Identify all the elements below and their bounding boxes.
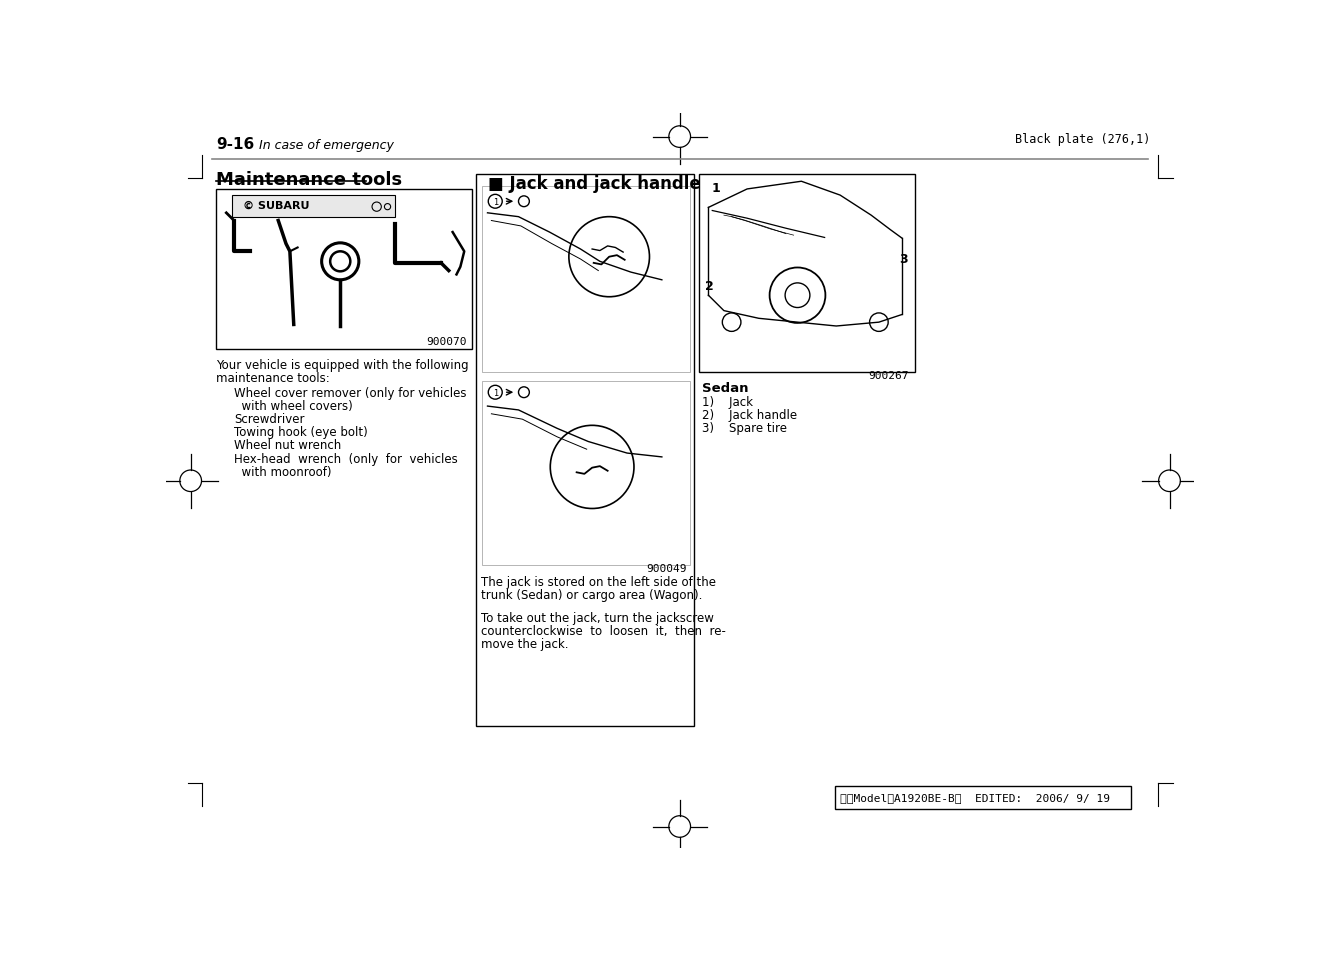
Text: 900267: 900267 [868, 371, 908, 380]
Text: The jack is stored on the left side of the: The jack is stored on the left side of t… [480, 575, 715, 588]
FancyBboxPatch shape [482, 187, 690, 373]
Text: 3: 3 [898, 253, 908, 266]
Text: 1: 1 [492, 197, 498, 207]
Text: 2: 2 [705, 280, 714, 294]
Text: Hex-head  wrench  (only  for  vehicles: Hex-head wrench (only for vehicles [234, 452, 458, 465]
Text: 900049: 900049 [646, 563, 686, 574]
Text: maintenance tools:: maintenance tools: [216, 372, 330, 385]
Text: with moonroof): with moonroof) [234, 465, 332, 478]
Text: 2)    Jack handle: 2) Jack handle [702, 409, 798, 422]
Text: 1: 1 [492, 388, 498, 397]
Text: with wheel covers): with wheel covers) [234, 399, 353, 413]
FancyBboxPatch shape [232, 196, 394, 217]
Text: Your vehicle is equipped with the following: Your vehicle is equipped with the follow… [216, 359, 468, 372]
Text: Screwdriver: Screwdriver [234, 413, 305, 426]
Text: 3)    Spare tire: 3) Spare tire [702, 422, 787, 435]
Text: Maintenance tools: Maintenance tools [216, 172, 402, 190]
Text: Towing hook (eye bolt): Towing hook (eye bolt) [234, 426, 368, 439]
FancyBboxPatch shape [482, 382, 690, 565]
Text: 9-16: 9-16 [216, 137, 255, 152]
Text: Sedan: Sedan [702, 381, 748, 395]
Text: To take out the jack, turn the jackscrew: To take out the jack, turn the jackscrew [480, 611, 714, 624]
FancyBboxPatch shape [216, 190, 472, 350]
Text: Wheel nut wrench: Wheel nut wrench [234, 439, 341, 452]
Text: 900070: 900070 [426, 336, 467, 347]
Text: © SUBARU: © SUBARU [243, 201, 311, 211]
Text: Black plate (276,1): Black plate (276,1) [1015, 132, 1151, 146]
Text: 1: 1 [711, 182, 721, 194]
Text: 1)    Jack: 1) Jack [702, 395, 754, 409]
FancyBboxPatch shape [699, 174, 914, 373]
Text: move the jack.: move the jack. [480, 638, 568, 650]
FancyBboxPatch shape [476, 174, 694, 726]
Text: counterclockwise  to  loosen  it,  then  re-: counterclockwise to loosen it, then re- [480, 624, 726, 638]
FancyBboxPatch shape [835, 786, 1131, 809]
Text: In case of emergency: In case of emergency [259, 139, 394, 152]
Text: trunk (Sedan) or cargo area (Wagon).: trunk (Sedan) or cargo area (Wagon). [480, 588, 702, 601]
Text: 北米Model｢A1920BE-B｣  EDITED:  2006/ 9/ 19: 北米Model｢A1920BE-B｣ EDITED: 2006/ 9/ 19 [840, 792, 1111, 802]
Text: ■ Jack and jack handle: ■ Jack and jack handle [488, 174, 701, 193]
Text: Wheel cover remover (only for vehicles: Wheel cover remover (only for vehicles [234, 387, 467, 399]
